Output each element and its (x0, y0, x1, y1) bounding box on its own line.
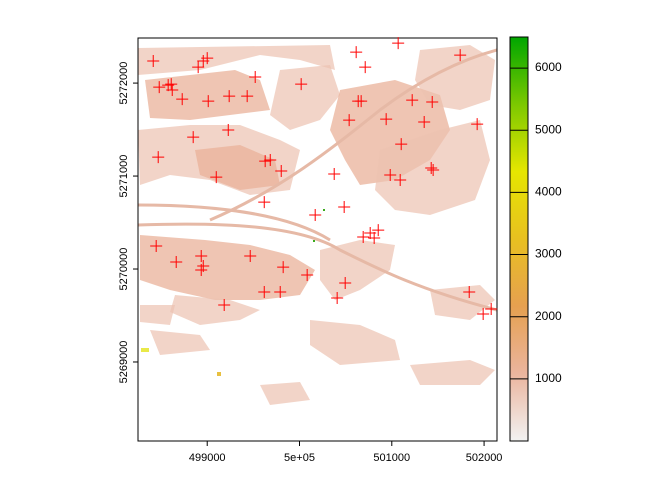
colorbar-tick-label: 1000 (535, 371, 562, 385)
point (372, 224, 385, 237)
colorbar (509, 36, 529, 442)
point (275, 165, 288, 178)
point (274, 285, 287, 298)
point (244, 250, 257, 263)
point (406, 94, 419, 107)
point (301, 269, 314, 282)
point (454, 49, 467, 62)
point (359, 61, 372, 74)
point (425, 162, 438, 175)
x-tick-label: 5e+05 (284, 452, 315, 464)
point (166, 84, 179, 97)
point (384, 169, 397, 182)
point (147, 55, 160, 68)
point (295, 78, 308, 91)
point (259, 155, 272, 168)
plot-frame (137, 37, 498, 442)
point (418, 116, 431, 129)
point (201, 52, 214, 65)
colorbar-tick-label: 3000 (535, 247, 562, 261)
colorbar-tick-label: 4000 (535, 185, 562, 199)
point (395, 138, 408, 151)
point (477, 308, 490, 321)
point (176, 93, 189, 106)
point (192, 61, 205, 74)
point (249, 71, 262, 84)
point (350, 46, 363, 59)
point (210, 171, 223, 184)
point (471, 118, 484, 131)
point (392, 37, 405, 50)
point (328, 168, 341, 181)
point (153, 81, 166, 94)
point (150, 240, 163, 253)
point (187, 131, 200, 144)
point (463, 285, 476, 298)
point (152, 151, 165, 164)
point (195, 250, 208, 263)
point (368, 232, 381, 245)
point (426, 96, 439, 109)
point (380, 113, 393, 126)
point (223, 90, 236, 103)
x-tick-label: 501000 (373, 452, 410, 464)
point (343, 114, 356, 127)
point (258, 196, 271, 209)
point (170, 256, 183, 269)
point (394, 174, 407, 187)
point (309, 209, 322, 222)
point (241, 90, 254, 103)
point (427, 164, 440, 177)
raster-background (138, 45, 497, 405)
point (165, 78, 178, 91)
y-tick-label: 5269000 (118, 341, 130, 384)
y-tick-label: 5272000 (118, 62, 130, 105)
point (195, 264, 208, 277)
colorbar-tick-label: 2000 (535, 309, 562, 323)
colorbar-tick-label: 5000 (535, 122, 562, 136)
point (339, 277, 352, 290)
point (485, 302, 498, 315)
point (338, 201, 351, 214)
y-tick-label: 5270000 (118, 248, 130, 291)
y-tick-label: 5271000 (118, 155, 130, 198)
point (258, 285, 271, 298)
point (218, 298, 231, 311)
point (222, 124, 235, 137)
point (355, 95, 368, 108)
point (264, 154, 277, 167)
point (357, 231, 370, 244)
x-tick-label: 502000 (466, 452, 503, 464)
point (202, 95, 215, 108)
point (277, 261, 290, 274)
colorbar-tick-label: 6000 (535, 60, 562, 74)
x-tick-label: 499000 (189, 452, 226, 464)
point (331, 292, 344, 305)
